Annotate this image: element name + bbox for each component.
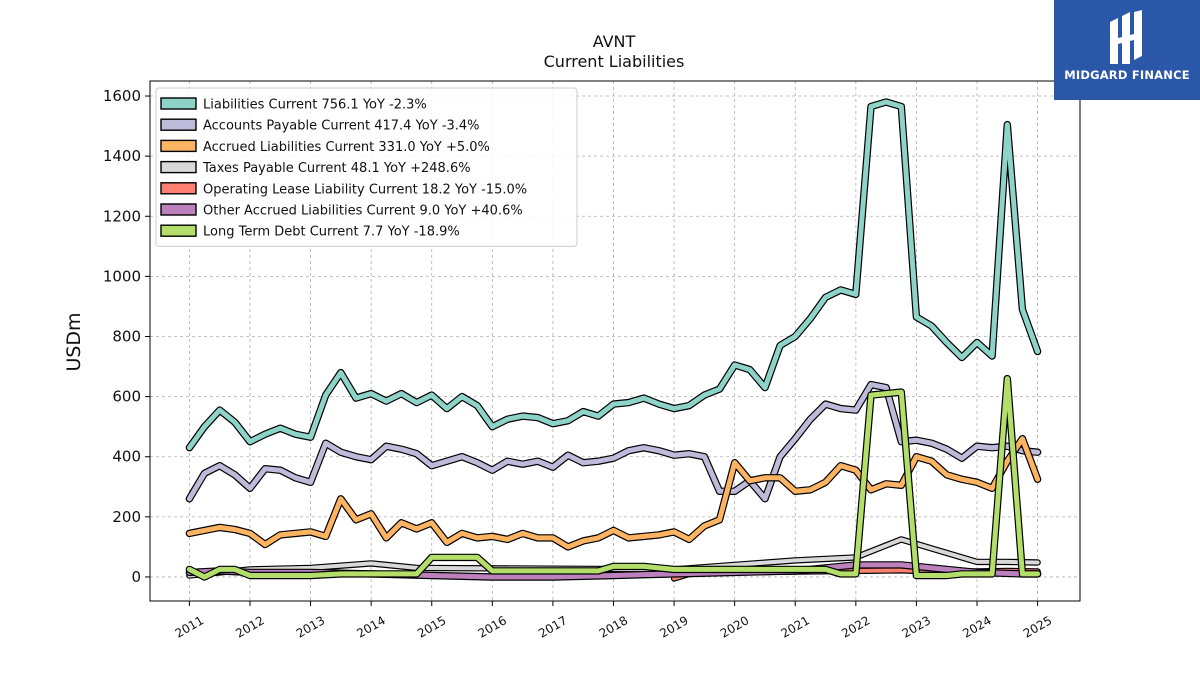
x-tick-label: 2022 (839, 613, 872, 640)
legend-item: Long Term Debt Current 7.7 YoY -18.9% (160, 224, 460, 240)
x-tick-label: 2025 (1021, 613, 1054, 640)
y-tick-label: 800 (112, 327, 141, 345)
legend-item: Taxes Payable Current 48.1 YoY +248.6% (160, 160, 471, 176)
series-long-term-debt-current (185, 374, 1042, 581)
y-tick-label: 1400 (103, 147, 141, 165)
legend-box (155, 87, 578, 247)
series-line (186, 99, 1041, 451)
series-accrued-liabilities-current (185, 435, 1042, 551)
y-tick-label: 1200 (103, 207, 141, 225)
legend-label: Other Accrued Liabilities Current 9.0 Yo… (203, 204, 523, 219)
series-line (186, 436, 1041, 550)
legend-swatch (160, 118, 197, 131)
x-tick-label: 2016 (476, 613, 509, 640)
legend-swatch (160, 224, 197, 237)
legend-swatch (160, 160, 197, 174)
legend-item: Other Accrued Liabilities Current 9.0 Yo… (160, 203, 523, 219)
legend-label: Operating Lease Liability Current 18.2 Y… (203, 182, 527, 197)
legend-item: Operating Lease Liability Current 18.2 Y… (160, 182, 527, 197)
legend-item: Liabilities Current 756.1 YoY -2.3% (160, 97, 427, 113)
series-taxes-payable-current (186, 536, 1041, 579)
y-tick-label: 400 (112, 448, 141, 466)
legend-label: Taxes Payable Current 48.1 YoY +248.6% (202, 161, 471, 176)
x-tick-label: 2017 (536, 613, 569, 640)
x-tick-label: 2011 (173, 613, 206, 640)
y-tick-label: 200 (112, 508, 141, 526)
x-tick-label: 2020 (718, 613, 751, 640)
x-tick-label: 2018 (597, 613, 630, 640)
legend-label: Liabilities Current 756.1 YoY -2.3% (203, 98, 427, 113)
y-tick-label: 0 (131, 568, 141, 586)
x-tick-label: 2021 (779, 613, 812, 640)
x-tick-label: 2012 (233, 613, 266, 640)
legend-swatch (160, 182, 197, 195)
brand-logo: MIDGARD FINANCE (1054, 0, 1200, 100)
y-tick-label: 600 (112, 388, 141, 406)
x-tick-label: 2013 (294, 613, 327, 640)
x-tick-label: 2023 (900, 613, 933, 640)
legend-swatch (160, 139, 197, 153)
legend-label: Long Term Debt Current 7.7 YoY -18.9% (203, 225, 460, 240)
midgard-logo-icon (1110, 10, 1142, 64)
series-line (186, 376, 1041, 580)
x-tick-label: 2015 (415, 613, 448, 640)
plot-frame (149, 80, 1081, 602)
x-tick-label: 2014 (354, 613, 387, 640)
y-tick-label: 1600 (103, 87, 141, 105)
legend-label: Accrued Liabilities Current 331.0 YoY +5… (203, 140, 490, 155)
legend-swatch (160, 97, 197, 110)
legend: Liabilities Current 756.1 YoY -2.3% Accou… (155, 87, 578, 247)
x-tick-label: 2024 (960, 613, 993, 640)
y-axis-label: USDm (63, 312, 85, 371)
series-line (187, 537, 1040, 578)
series-liabilities-current (185, 98, 1042, 452)
legend-item: Accounts Payable Current 417.4 YoY -3.4% (160, 118, 480, 134)
series-accounts-payable-current (185, 380, 1042, 503)
brand-name: MIDGARD FINANCE (1064, 68, 1190, 82)
x-tick-label: 2019 (657, 613, 690, 640)
series-line (186, 382, 1041, 502)
legend-item: Accrued Liabilities Current 331.0 YoY +5… (160, 139, 490, 155)
chart-subtitle: Current Liabilities (544, 52, 685, 71)
chart-title: AVNT (593, 32, 636, 51)
y-tick-label: 1000 (103, 267, 141, 285)
legend-label: Accounts Payable Current 417.4 YoY -3.4% (203, 119, 480, 134)
legend-swatch (160, 203, 197, 216)
